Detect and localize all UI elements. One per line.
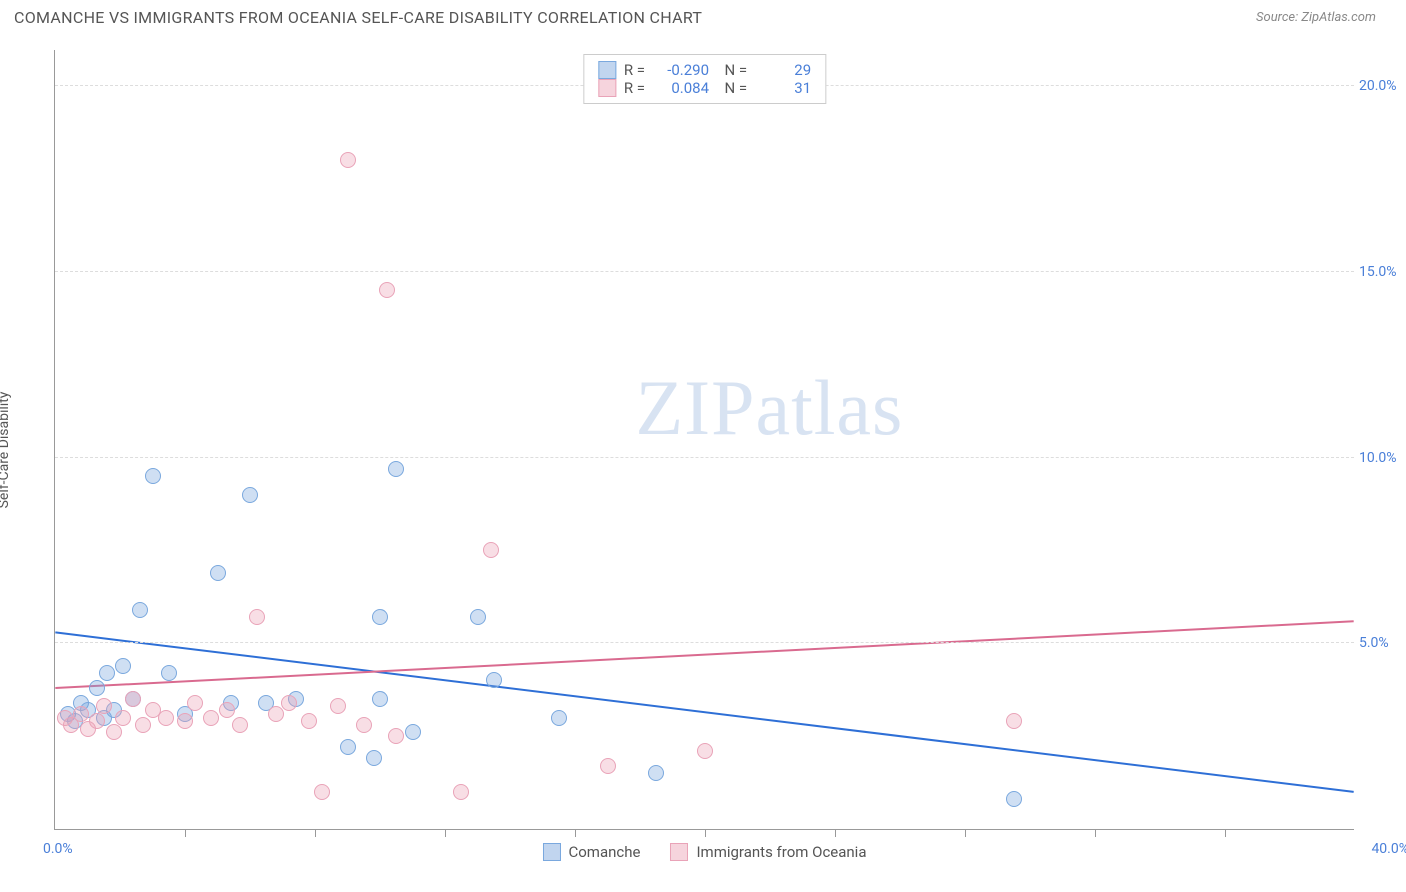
data-point xyxy=(89,680,105,696)
data-point xyxy=(281,695,297,711)
xtick xyxy=(835,829,836,837)
watermark: ZIPatlas xyxy=(635,363,903,453)
data-point xyxy=(96,698,112,714)
x-end-label: 40.0% xyxy=(1371,841,1406,857)
xtick xyxy=(315,829,316,837)
data-point xyxy=(135,717,151,733)
data-point xyxy=(330,698,346,714)
data-point xyxy=(453,784,469,800)
data-point xyxy=(405,724,421,740)
data-point xyxy=(242,487,258,503)
xtick xyxy=(705,829,706,837)
gridline xyxy=(55,457,1354,458)
data-point xyxy=(372,691,388,707)
data-point xyxy=(145,468,161,484)
legend-bottom: Comanche Immigrants from Oceania xyxy=(542,843,866,861)
r-value: -0.290 xyxy=(653,61,709,79)
data-point xyxy=(187,695,203,711)
data-point xyxy=(249,609,265,625)
scatter-plot: ZIPatlas R = -0.290 N = 29 R = 0.084 N =… xyxy=(54,50,1354,830)
data-point xyxy=(99,665,115,681)
legend-row-comanche: R = -0.290 N = 29 xyxy=(598,61,811,79)
data-point xyxy=(115,658,131,674)
data-point xyxy=(483,542,499,558)
data-point xyxy=(648,765,664,781)
xtick xyxy=(575,829,576,837)
data-point xyxy=(388,461,404,477)
data-point xyxy=(379,282,395,298)
data-point xyxy=(89,713,105,729)
trend-line xyxy=(55,632,1353,792)
data-point xyxy=(177,713,193,729)
xtick xyxy=(185,829,186,837)
xtick xyxy=(1225,829,1226,837)
trend-lines xyxy=(55,50,1354,829)
swatch-icon xyxy=(542,843,560,861)
data-point xyxy=(697,743,713,759)
swatch-icon xyxy=(598,79,616,97)
xtick xyxy=(965,829,966,837)
ytick-label: 15.0% xyxy=(1359,264,1404,280)
n-value: 29 xyxy=(755,61,811,79)
data-point xyxy=(366,750,382,766)
legend-item-comanche: Comanche xyxy=(542,843,640,861)
data-point xyxy=(106,724,122,740)
xtick xyxy=(1095,829,1096,837)
data-point xyxy=(314,784,330,800)
data-point xyxy=(600,758,616,774)
ytick-label: 10.0% xyxy=(1359,450,1404,466)
data-point xyxy=(486,672,502,688)
data-point xyxy=(125,691,141,707)
data-point xyxy=(158,710,174,726)
data-point xyxy=(115,710,131,726)
y-axis-label: Self-Care Disability xyxy=(0,392,12,509)
source-label: Source: ZipAtlas.com xyxy=(1256,10,1376,25)
x-origin-label: 0.0% xyxy=(43,841,73,857)
data-point xyxy=(372,609,388,625)
data-point xyxy=(1006,791,1022,807)
data-point xyxy=(232,717,248,733)
data-point xyxy=(161,665,177,681)
data-point xyxy=(210,565,226,581)
ytick-label: 20.0% xyxy=(1359,78,1404,94)
r-value: 0.084 xyxy=(653,79,709,97)
data-point xyxy=(1006,713,1022,729)
chart-container: Self-Care Disability ZIPatlas R = -0.290… xyxy=(14,40,1394,860)
data-point xyxy=(132,602,148,618)
page-title: COMANCHE VS IMMIGRANTS FROM OCEANIA SELF… xyxy=(14,8,702,27)
gridline xyxy=(55,642,1354,643)
data-point xyxy=(340,152,356,168)
ytick-label: 5.0% xyxy=(1359,635,1404,651)
data-point xyxy=(470,609,486,625)
data-point xyxy=(301,713,317,729)
trend-line xyxy=(55,621,1353,688)
gridline xyxy=(55,271,1354,272)
data-point xyxy=(388,728,404,744)
data-point xyxy=(340,739,356,755)
swatch-icon xyxy=(670,843,688,861)
data-point xyxy=(268,706,284,722)
data-point xyxy=(219,702,235,718)
data-point xyxy=(551,710,567,726)
legend-item-oceania: Immigrants from Oceania xyxy=(670,843,866,861)
data-point xyxy=(356,717,372,733)
legend-row-oceania: R = 0.084 N = 31 xyxy=(598,79,811,97)
data-point xyxy=(73,706,89,722)
n-value: 31 xyxy=(755,79,811,97)
legend-top: R = -0.290 N = 29 R = 0.084 N = 31 xyxy=(583,54,826,104)
xtick xyxy=(445,829,446,837)
data-point xyxy=(203,710,219,726)
swatch-icon xyxy=(598,61,616,79)
